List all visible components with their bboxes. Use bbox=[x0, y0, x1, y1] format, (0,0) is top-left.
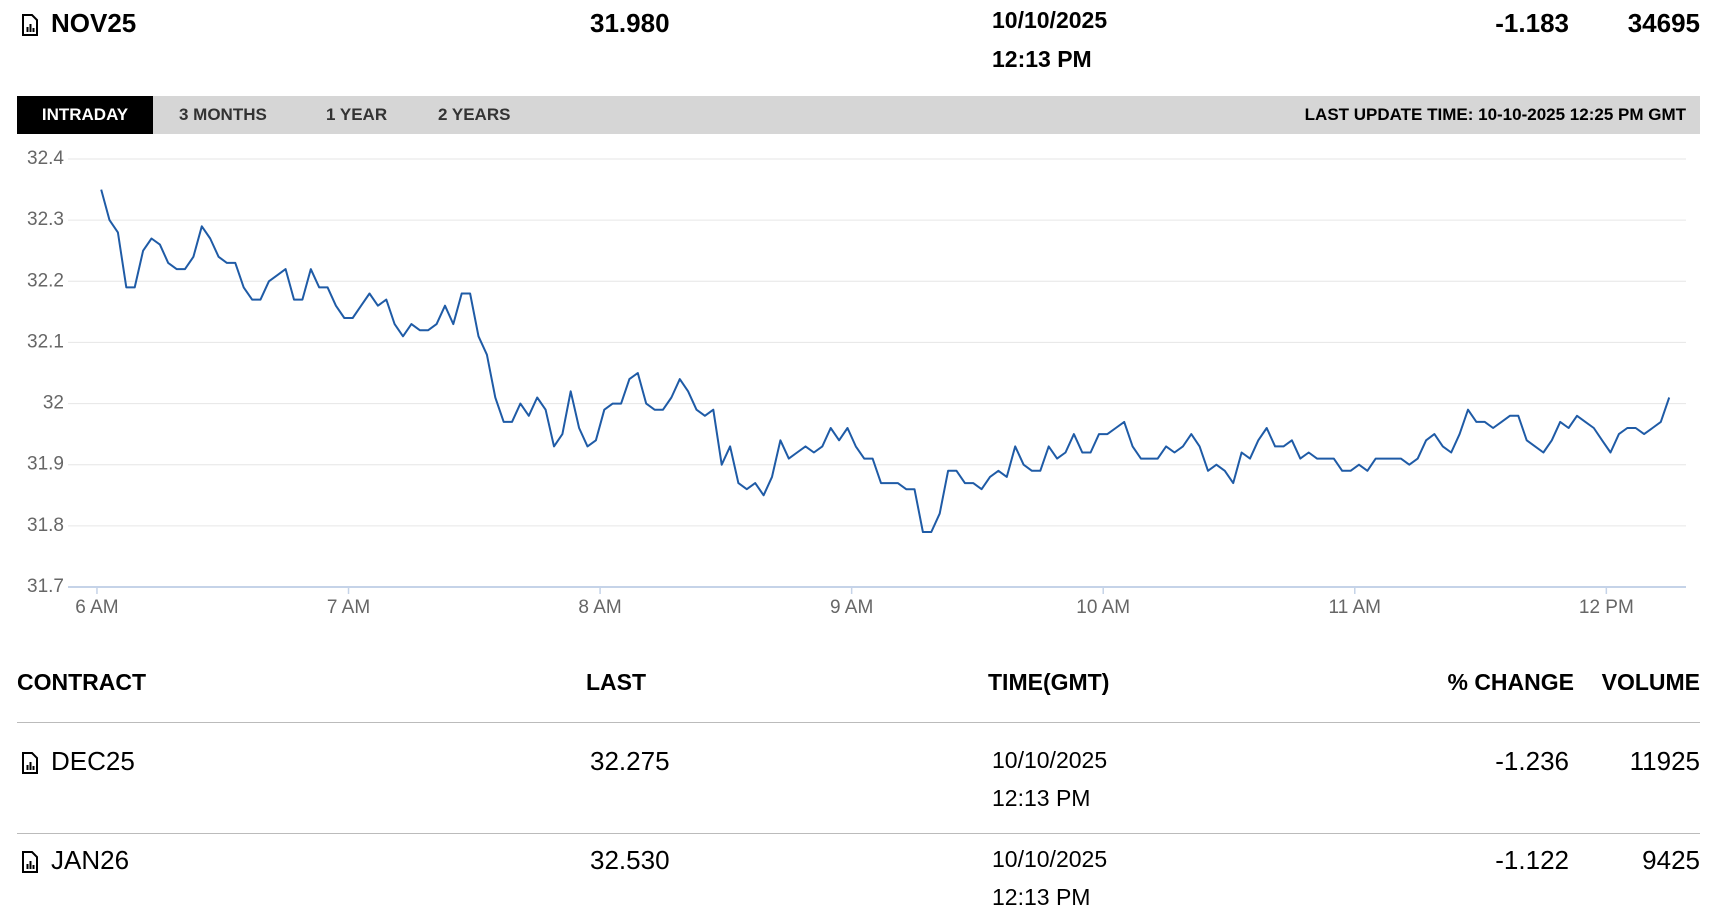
quote-volume: 34695 bbox=[1627, 8, 1700, 38]
y-tick-label: 32.1 bbox=[27, 331, 64, 352]
divider bbox=[17, 833, 1700, 834]
quote-time: 12:13 PM bbox=[992, 46, 1092, 72]
x-tick-label: 6 AM bbox=[75, 597, 118, 618]
quote-last: 31.980 bbox=[590, 8, 670, 38]
quote-change: -1.183 bbox=[1495, 8, 1569, 38]
last-price: 32.275 bbox=[590, 746, 670, 776]
x-tick-label: 9 AM bbox=[830, 597, 873, 618]
trade-time: 12:13 PM bbox=[992, 785, 1091, 811]
tab-bar: INTRADAY 3 MONTHS 1 YEAR 2 YEARS LAST UP… bbox=[17, 96, 1700, 134]
contract-name[interactable]: DEC25 bbox=[51, 746, 135, 776]
price-line bbox=[100, 189, 1671, 533]
column-header: LAST bbox=[586, 669, 647, 695]
column-header: VOLUME bbox=[1601, 669, 1700, 695]
percent-change: -1.236 bbox=[1495, 746, 1569, 776]
y-tick-label: 32.4 bbox=[27, 148, 64, 169]
last-price: 32.530 bbox=[590, 845, 670, 875]
quote-symbol: NOV25 bbox=[51, 8, 137, 38]
last-update: LAST UPDATE TIME: 10-10-2025 12:25 PM GM… bbox=[1304, 105, 1686, 124]
y-tick-label: 32.2 bbox=[27, 270, 64, 291]
y-tick-label: 32.3 bbox=[27, 209, 64, 230]
percent-change: -1.122 bbox=[1495, 845, 1569, 875]
contract-icon bbox=[22, 851, 38, 873]
chart: 31.7 31.8 31.9 32 32.1 32.2 32.3 32.4 6 AM 7 AM 8 … bbox=[27, 148, 1686, 618]
trade-date: 10/10/2025 bbox=[992, 846, 1108, 872]
volume: 9425 bbox=[1642, 845, 1700, 875]
x-tick-label: 11 AM bbox=[1329, 597, 1381, 618]
column-header: CONTRACT bbox=[17, 669, 147, 695]
contract-icon bbox=[22, 752, 38, 774]
y-tick-label: 31.9 bbox=[27, 454, 64, 475]
trade-date: 10/10/2025 bbox=[992, 747, 1108, 773]
volume: 11925 bbox=[1629, 746, 1700, 776]
quote-date: 10/10/2025 bbox=[992, 7, 1108, 33]
y-tick-label: 31.7 bbox=[27, 576, 64, 597]
tab[interactable]: 3 MONTHS bbox=[179, 105, 267, 124]
contract-name[interactable]: JAN26 bbox=[51, 845, 130, 875]
y-tick-label: 31.8 bbox=[27, 515, 64, 536]
tab[interactable]: INTRADAY bbox=[17, 96, 153, 134]
column-header: % CHANGE bbox=[1447, 669, 1574, 695]
page: 31.7 31.8 31.9 32 32.1 32.2 32.3 32.4 6 AM 7 AM 8 … bbox=[17, 7, 1700, 910]
contract-icon bbox=[22, 14, 38, 36]
y-tick-label: 32 bbox=[43, 393, 64, 414]
x-tick-label: 8 AM bbox=[578, 597, 621, 618]
tab[interactable]: 1 YEAR bbox=[326, 105, 388, 124]
divider bbox=[17, 722, 1700, 723]
tab[interactable]: 2 YEARS bbox=[438, 105, 511, 124]
x-tick-label: 10 AM bbox=[1076, 597, 1130, 618]
x-tick-label: 7 AM bbox=[327, 597, 370, 618]
column-header: TIME(GMT) bbox=[988, 669, 1110, 695]
trade-time: 12:13 PM bbox=[992, 884, 1091, 910]
x-tick-label: 12 PM bbox=[1579, 597, 1634, 618]
